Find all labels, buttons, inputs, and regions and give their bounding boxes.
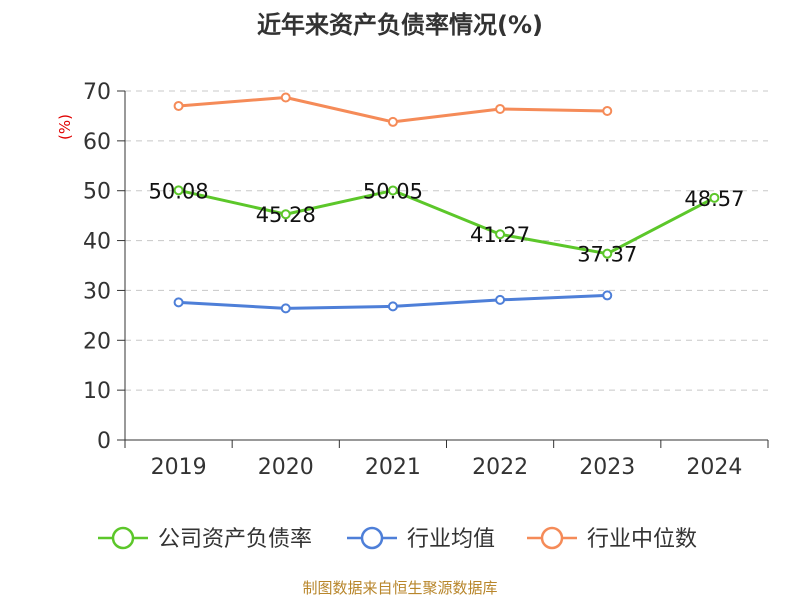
y-tick-label: 40 (83, 230, 111, 255)
chart-title: 近年来资产负债率情况(%) (257, 11, 543, 39)
legend-marker (111, 526, 135, 550)
legend[interactable]: 公司资产负债率 行业均值 行业中位数 (98, 526, 697, 552)
legend-label: 行业中位数 (587, 527, 697, 552)
data-point[interactable] (602, 105, 613, 116)
data-point[interactable] (280, 92, 291, 103)
grid (125, 90, 768, 391)
x-tick-label: 2019 (151, 455, 207, 480)
data-point[interactable] (280, 303, 291, 314)
legend-marker (540, 526, 564, 550)
data-point[interactable] (495, 103, 506, 114)
source-note: 制图数据来自恒生聚源数据库 (302, 579, 497, 597)
legend-marker (360, 526, 384, 550)
data-point[interactable] (280, 209, 291, 220)
y-tick-label: 60 (83, 130, 111, 155)
data-point[interactable] (602, 290, 613, 301)
data-point[interactable] (602, 248, 613, 259)
data-point[interactable] (173, 185, 184, 196)
y-axis-label: (%) (56, 114, 74, 140)
data-point[interactable] (173, 100, 184, 111)
data-label: 48.57 (684, 187, 744, 211)
data-point[interactable] (173, 297, 184, 308)
legend-item[interactable]: 公司资产负债率 (98, 526, 312, 552)
data-point[interactable] (387, 116, 398, 127)
x-tick-label: 2020 (258, 455, 314, 480)
y-tick-label: 20 (83, 329, 111, 354)
data-label: 37.37 (577, 243, 637, 267)
legend-item[interactable]: 行业均值 (347, 526, 495, 552)
data-point[interactable] (387, 185, 398, 196)
y-tick-label: 50 (83, 180, 111, 205)
y-tick-label: 10 (83, 379, 111, 404)
series-lines (173, 92, 720, 314)
y-tick-label: 30 (83, 279, 111, 304)
legend-label: 行业均值 (407, 527, 495, 552)
x-tick-label: 2023 (579, 455, 635, 480)
data-label: 45.28 (256, 203, 316, 227)
legend-label: 公司资产负债率 (158, 527, 312, 552)
x-tick-label: 2021 (365, 455, 421, 480)
data-point[interactable] (495, 229, 506, 240)
legend-item[interactable]: 行业中位数 (527, 526, 697, 552)
data-label: 41.27 (470, 223, 530, 247)
data-point[interactable] (709, 192, 720, 203)
data-point[interactable] (495, 294, 506, 305)
data-point[interactable] (387, 301, 398, 312)
data-labels: 50.08 45.28 50.05 41.27 37.37 48.57 (149, 179, 745, 266)
y-tick-label: 0 (97, 429, 111, 454)
data-label: 50.08 (149, 179, 209, 203)
y-tick-label: 70 (83, 80, 111, 105)
series-line (178, 188, 716, 256)
x-tick-label: 2022 (472, 455, 528, 480)
data-label: 50.05 (363, 179, 423, 203)
x-tick-label: 2024 (686, 455, 742, 480)
axes: 0 10 20 30 40 50 60 70 2019 2020 2021 2022 2023 2024 (83, 80, 769, 480)
